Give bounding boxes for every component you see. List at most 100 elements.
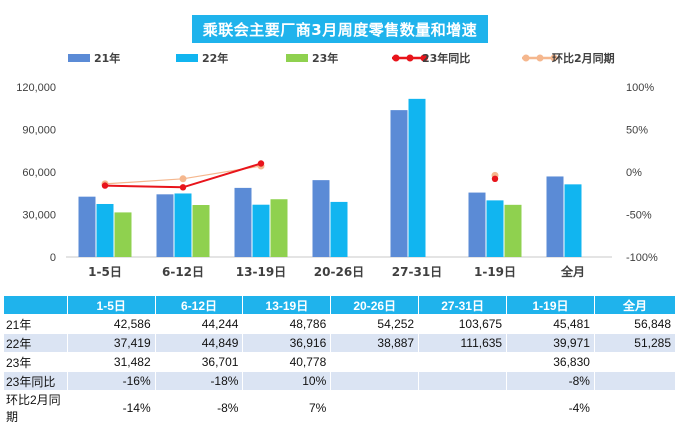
- table-cell: [330, 352, 420, 372]
- chart-canvas: 120,000 90,000 60,000 30,000 0 100% 50% 0% -50% -…: [16, 51, 658, 279]
- bar-22年: [486, 200, 504, 257]
- legend-swatch-marker: [550, 54, 558, 62]
- table-cell: 44,849: [154, 333, 244, 353]
- legend-swatch: [68, 54, 90, 62]
- y-right-tick-label: 100%: [626, 82, 654, 94]
- table-cell: -8%: [506, 371, 595, 391]
- table-cell: 36,830: [506, 352, 595, 372]
- bar-22年: [174, 193, 192, 257]
- table-cell: 51,285: [593, 333, 677, 353]
- bar-21年: [390, 110, 408, 258]
- x-tick-label: 13-19日: [236, 265, 286, 279]
- bar-22年: [564, 184, 582, 257]
- table-cell: 45,481: [506, 314, 595, 334]
- table-cell: 7%: [242, 390, 332, 426]
- bar-21年: [78, 196, 96, 257]
- table-header-cell: 20-26日: [330, 295, 420, 315]
- bar-22年: [252, 204, 270, 257]
- y-left-tick-label: 30,000: [22, 210, 56, 222]
- bar-22年: [408, 98, 426, 257]
- table-cell: [593, 371, 677, 391]
- y-right-tick-label: 0%: [626, 167, 642, 179]
- table-header-row: 1-5日 6-12日 13-19日 20-26日 27-31日 1-19日 全月: [3, 295, 677, 315]
- y-left-tick-label: 120,000: [16, 82, 56, 94]
- x-tick-label: 1-19日: [474, 265, 516, 279]
- x-tick-label: 20-26日: [314, 265, 364, 279]
- table-cell: 36,916: [242, 333, 332, 353]
- legend-label: 23年同比: [422, 51, 470, 65]
- table-cell: 111,635: [418, 333, 508, 353]
- bar-23年: [270, 199, 288, 257]
- table-row-label: 23年同比: [3, 371, 68, 391]
- table-cell: 36,701: [154, 352, 244, 372]
- table-cell: 42,586: [66, 314, 156, 334]
- table-header-cell: 13-19日: [242, 295, 332, 315]
- table-cell: 37,419: [66, 333, 156, 353]
- table-cell: 10%: [242, 371, 332, 391]
- bar-23年: [192, 205, 210, 257]
- table-row-label: 22年: [3, 333, 68, 353]
- table-cell: 54,252: [330, 314, 420, 334]
- table-row-label: 环比2月同期: [3, 390, 68, 426]
- table-cell: [418, 352, 508, 372]
- legend-swatch-marker: [392, 54, 400, 62]
- bar-23年: [504, 204, 522, 257]
- y-left-tick-label: 60,000: [22, 167, 56, 179]
- table-cell: [418, 371, 508, 391]
- table-row-label: 23年: [3, 352, 68, 372]
- x-tick-label: 全月: [560, 264, 585, 279]
- table-cell: 31,482: [66, 352, 156, 372]
- table-cell: 103,675: [418, 314, 508, 334]
- legend-swatch-marker: [406, 54, 414, 62]
- y-left-tick-label: 0: [50, 252, 56, 264]
- table-cell: [418, 390, 508, 426]
- table-cell: 56,848: [593, 314, 677, 334]
- y-left-tick-label: 90,000: [22, 125, 56, 137]
- bar-21年: [546, 176, 564, 257]
- table-row: 22年 37,419 44,849 36,916 38,887 111,635 39,971…: [3, 333, 677, 353]
- x-tick-label: 6-12日: [162, 265, 204, 279]
- table-cell: 39,971: [506, 333, 595, 353]
- point-23年同比: [491, 175, 499, 182]
- legend-swatch-marker: [522, 54, 530, 62]
- table-cell: [330, 371, 420, 391]
- table-row: 21年 42,586 44,244 48,786 54,252 103,675 45,481…: [3, 314, 677, 334]
- table-cell: 38,887: [330, 333, 420, 353]
- bar-22年: [330, 201, 348, 257]
- table-cell: -16%: [66, 371, 156, 391]
- table-header-cell: [3, 295, 68, 315]
- y-right-tick-label: -100%: [626, 252, 658, 264]
- bar-22年: [96, 203, 114, 257]
- point-23年同比: [101, 182, 109, 189]
- table-header-cell: 全月: [593, 295, 677, 315]
- point-环比2月同期: [179, 175, 187, 183]
- legend-label: 23年: [312, 51, 338, 65]
- y-right-tick-label: 50%: [626, 125, 648, 137]
- x-tick-label: 1-5日: [88, 265, 122, 279]
- legend-swatch-marker: [536, 54, 544, 62]
- table-cell: 48,786: [242, 314, 332, 334]
- legend-label: 环比2月同期: [552, 51, 615, 65]
- table-cell: -18%: [154, 371, 244, 391]
- bar-23年: [114, 212, 132, 257]
- point-23年同比: [257, 160, 265, 167]
- table-row: 环比2月同期 -14% -8% 7% -4%: [3, 390, 677, 426]
- table-header-cell: 1-5日: [66, 295, 156, 315]
- legend-label: 22年: [202, 51, 228, 65]
- legend-swatch: [176, 54, 198, 62]
- bar-21年: [156, 194, 174, 257]
- x-tick-label: 27-31日: [392, 265, 442, 279]
- table-row-label: 21年: [3, 314, 68, 334]
- table-cell: -14%: [66, 390, 156, 426]
- table-row: 23年 31,482 36,701 40,778 36,830: [3, 352, 677, 372]
- table-cell: 40,778: [242, 352, 332, 372]
- table-row: 23年同比 -16% -18% 10% -8%: [3, 371, 677, 391]
- bar-21年: [312, 180, 330, 257]
- y-right-tick-label: -50%: [626, 210, 652, 222]
- table-cell: -8%: [154, 390, 244, 426]
- table-cell: [593, 352, 677, 372]
- bar-21年: [468, 192, 486, 257]
- data-table: 1-5日 6-12日 13-19日 20-26日 27-31日 1-19日 全月 21年 42…: [3, 295, 677, 426]
- legend-swatch-marker: [420, 54, 428, 62]
- table-cell: -4%: [506, 390, 595, 426]
